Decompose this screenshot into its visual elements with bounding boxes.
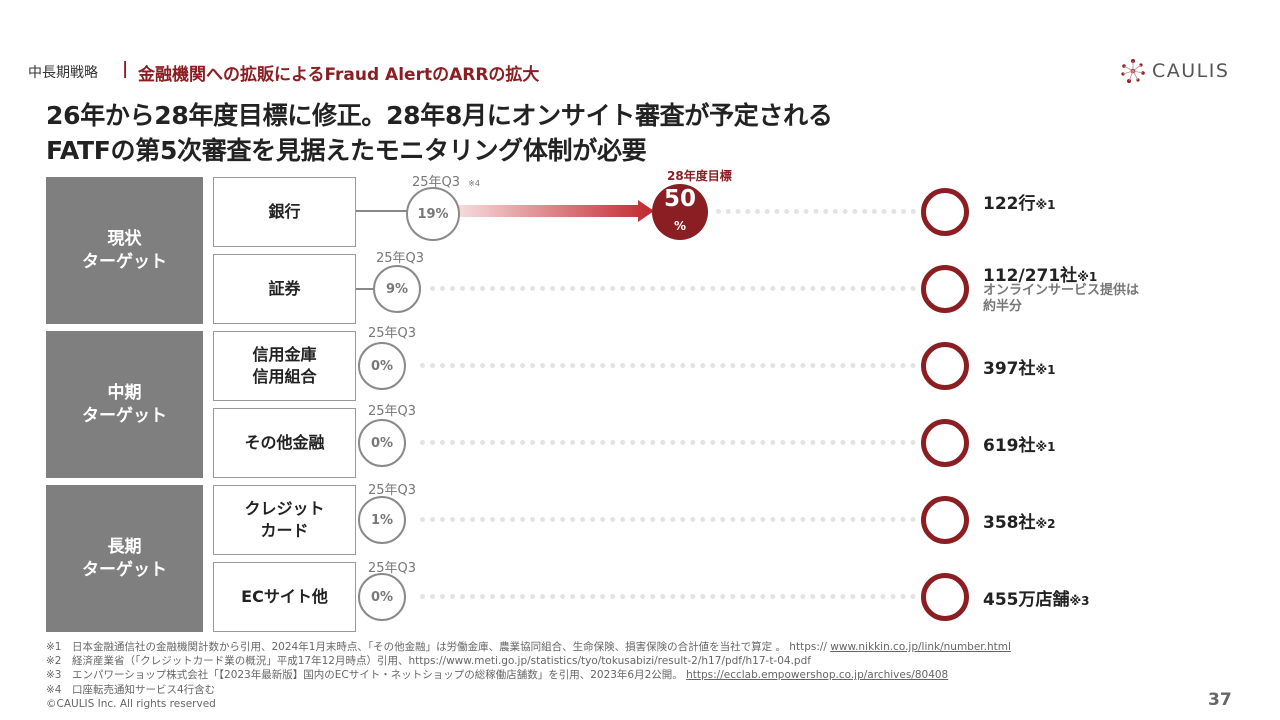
footnote-text: ※3 エンパワーショップ株式会社「【2023年最新版】国内のECサイト・ネットシ…	[46, 669, 687, 682]
dotted-track	[430, 286, 916, 291]
pct-circle-ec-site: 0%	[358, 573, 406, 621]
category-shinkin: 信用金庫 信用組合	[213, 331, 356, 401]
footnote-link[interactable]: www.nikkin.co.jp/link/number.html	[830, 641, 1011, 653]
category-label: 証券	[268, 279, 301, 299]
category-label: 銀行	[268, 202, 301, 222]
market-count: 112/271社※1	[983, 261, 1097, 286]
count-note: ※1	[1035, 363, 1056, 377]
market-ring	[921, 573, 969, 621]
growth-arrow	[458, 200, 654, 222]
breadcrumb-separator: |	[122, 59, 129, 79]
group-label-line: ターゲット	[82, 405, 167, 426]
count-value: 122行	[983, 194, 1036, 214]
count-note: ※1	[1035, 440, 1056, 454]
count-note: ※2	[1035, 517, 1056, 531]
pct-circle-other-finance: 0%	[358, 419, 406, 467]
count-value: 619社	[983, 436, 1036, 456]
breadcrumb: 中長期戦略	[28, 65, 98, 81]
count-note: ※3	[1069, 594, 1090, 608]
market-ring	[921, 342, 969, 390]
target-value: 50	[663, 186, 696, 212]
group-label-line: ターゲット	[82, 251, 167, 272]
q3-label: 25年Q3	[368, 561, 417, 576]
online-note-line: 約半分	[983, 299, 1023, 315]
q3-label: 25年Q3 ※4	[412, 171, 480, 190]
market-ring	[921, 496, 969, 544]
logo-text: CAULIS	[1152, 60, 1230, 82]
pct-circle-securities: 9%	[373, 265, 421, 313]
headline-line-2: FATFの第5次審査を見据えたモニタリング体制が必要	[46, 136, 647, 165]
page-number: 37	[1208, 690, 1232, 710]
group-label-line: 長期	[107, 536, 142, 557]
section-subtitle: 金融機関への拡販によるFraud AlertのARRの拡大	[138, 65, 540, 85]
pct-circle-bank: 19%	[406, 187, 460, 241]
dotted-track	[420, 440, 916, 445]
market-count: 619社※1	[983, 431, 1056, 456]
pct-circle-credit-card: 1%	[358, 496, 406, 544]
pct-circle-shinkin: 0%	[358, 342, 406, 390]
copyright: ©CAULIS Inc. All rights reserved	[46, 697, 216, 710]
caulis-logo: CAULIS	[1120, 58, 1240, 86]
group-mid-target: 中期 ターゲット	[46, 331, 203, 478]
category-label: 信用組合	[252, 367, 317, 386]
footnote: ※4 口座転売通知サービス4行含む	[46, 683, 1011, 697]
caulis-logo-icon	[1121, 59, 1145, 83]
dotted-track	[716, 209, 916, 214]
target-circle: 50 %	[652, 184, 708, 240]
market-ring	[921, 188, 969, 236]
footnote-link[interactable]: https://ecclab.empowershop.co.jp/archive…	[686, 669, 949, 682]
category-label: クレジット	[244, 499, 325, 519]
count-value: 358社	[983, 513, 1036, 533]
q3-note: ※4	[468, 179, 480, 188]
category-label: 信用金庫	[252, 345, 317, 365]
group-long-target: 長期 ターゲット	[46, 485, 203, 632]
q3-label: 25年Q3	[368, 483, 417, 498]
group-label-line: 中期	[107, 382, 142, 403]
market-count: 122行※1	[983, 189, 1056, 214]
footnote: ※3 エンパワーショップ株式会社「【2023年最新版】国内のECサイト・ネットシ…	[46, 668, 1011, 682]
target-unit: %	[673, 219, 687, 233]
category-securities: 証券	[213, 254, 356, 324]
market-count: 455万店舗※3	[983, 585, 1090, 610]
category-ec-site: ECサイト他	[213, 562, 356, 632]
count-value: 397社	[983, 359, 1036, 379]
q3-label: 25年Q3	[368, 404, 417, 419]
online-note-line: オンラインサービス提供は	[983, 283, 1140, 298]
dotted-track	[420, 517, 916, 522]
footnote: ※2 経済産業省（「クレジットカード業の概況」平成17年12月時点）引用、htt…	[46, 654, 1011, 668]
connector-line	[355, 210, 407, 212]
category-bank: 銀行	[213, 177, 356, 247]
category-other-finance: その他金融	[213, 408, 356, 478]
market-ring	[921, 265, 969, 313]
group-current-target: 現状 ターゲット	[46, 177, 203, 324]
category-label: ECサイト他	[241, 587, 328, 607]
market-ring	[921, 419, 969, 467]
dotted-track	[420, 594, 916, 599]
footnotes: ※1 日本金融通信社の金融機関計数から引用、2024年1月末時点、「その他金融」…	[46, 640, 1011, 711]
count-note: ※1	[1035, 198, 1056, 212]
footnote: ※1 日本金融通信社の金融機関計数から引用、2024年1月末時点、「その他金融」…	[46, 640, 1011, 654]
q3-label: 25年Q3	[376, 251, 425, 266]
target-label: 28年度目標	[667, 169, 732, 183]
footnote-text: ※2 経済産業省（「クレジットカード業の概況」平成17年12月時点）引用、htt…	[46, 655, 811, 668]
footnote-text: ※1 日本金融通信社の金融機関計数から引用、2024年1月末時点、「その他金融」…	[46, 641, 831, 653]
market-count: 397社※1	[983, 354, 1056, 379]
count-note: ※1	[1077, 270, 1098, 284]
group-label-line: ターゲット	[82, 559, 167, 580]
group-label-line: 現状	[107, 228, 142, 249]
headline-line-1: 26年から28年度目標に修正。28年8月にオンサイト審査が予定される	[46, 101, 833, 130]
count-value: 112/271社	[983, 266, 1078, 286]
securities-online-note: オンラインサービス提供は 約半分	[983, 283, 1139, 316]
dotted-track	[420, 363, 916, 368]
q3-label: 25年Q3	[368, 326, 417, 341]
connector-line	[355, 288, 375, 290]
category-credit-card: クレジット カード	[213, 485, 356, 555]
market-count: 358社※2	[983, 508, 1056, 533]
footnote-text: ※4 口座転売通知サービス4行含む	[46, 683, 216, 696]
category-label: カード	[260, 521, 309, 540]
count-value: 455万店舗	[983, 590, 1070, 610]
q3-text: 25年Q3	[412, 175, 461, 190]
category-label: その他金融	[244, 433, 325, 453]
